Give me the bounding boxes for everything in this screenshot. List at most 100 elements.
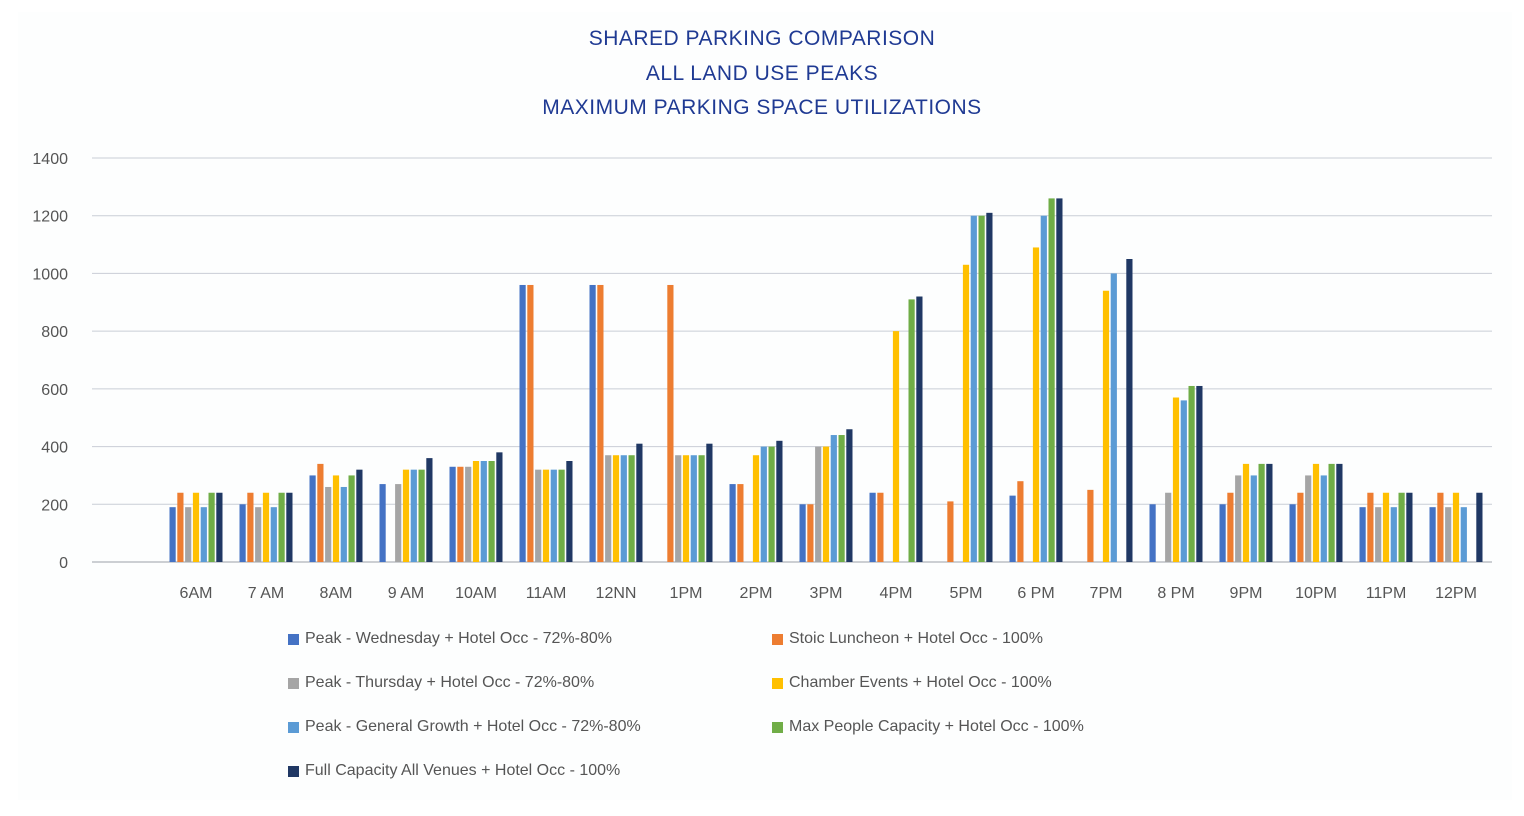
y-tick-label: 1200: [32, 209, 68, 226]
y-tick-label: 400: [41, 440, 68, 457]
bar-full-capacity-all-venues-4: [496, 452, 503, 562]
legend-item-peak-thursday: Peak - Thursday + Hotel Occ - 72%-80%: [288, 674, 594, 692]
x-tick-label: 11AM: [526, 585, 567, 602]
bar-stoic-luncheon-17: [1367, 492, 1374, 562]
legend-item-full-capacity-all-venues: Full Capacity All Venues + Hotel Occ - 1…: [288, 762, 620, 780]
bar-full-capacity-all-venues-13: [1126, 259, 1133, 562]
bar-peak-general-growth-0: [200, 507, 207, 562]
bar-full-capacity-all-venues-8: [776, 440, 783, 562]
bar-peak-general-growth-18: [1460, 507, 1467, 562]
y-tick-label: 1000: [32, 266, 68, 283]
bar-peak-general-growth-6: [620, 455, 627, 562]
bar-chamber-events-1: [262, 492, 270, 562]
chart-title-line-1: SHARED PARKING COMPARISON: [588, 27, 936, 50]
bar-chamber-events-4: [472, 461, 480, 562]
bar-max-people-capacity-3: [418, 469, 425, 562]
legend-item-chamber-events: Chamber Events + Hotel Occ - 100%: [772, 674, 1052, 692]
bar-stoic-luncheon-12: [1017, 481, 1024, 562]
bar-peak-general-growth-1: [270, 507, 277, 562]
legend-swatch: [288, 633, 299, 645]
bar-chamber-events-10: [892, 331, 900, 562]
x-tick-label: 3PM: [810, 585, 843, 602]
bar-chamber-events-6: [612, 455, 620, 562]
bar-full-capacity-all-venues-6: [636, 443, 643, 562]
legend-label: Stoic Luncheon + Hotel Occ - 100%: [789, 630, 1043, 647]
bar-stoic-luncheon-16: [1297, 492, 1304, 562]
bar-stoic-luncheon-0: [177, 492, 184, 562]
bar-max-people-capacity-16: [1328, 463, 1335, 562]
x-tick-label: 4PM: [880, 585, 913, 602]
bar-chamber-events-18: [1452, 492, 1460, 562]
bar-max-people-capacity-0: [208, 492, 215, 562]
x-tick-label: 10AM: [455, 585, 497, 602]
bar-chamber-events-2: [332, 475, 340, 562]
bar-stoic-luncheon-13: [1087, 489, 1094, 562]
bar-peak-wednesday-16: [1289, 504, 1296, 562]
bar-peak-thursday-18: [1445, 507, 1452, 562]
bar-max-people-capacity-17: [1398, 492, 1405, 562]
bar-peak-general-growth-8: [760, 446, 767, 562]
bar-full-capacity-all-venues-3: [426, 458, 433, 562]
bar-chamber-events-11: [962, 264, 970, 562]
bar-peak-wednesday-6: [589, 284, 596, 562]
bar-chamber-events-3: [402, 469, 410, 562]
legend-swatch: [288, 677, 299, 689]
bar-full-capacity-all-venues-14: [1196, 385, 1203, 562]
legend-label: Peak - General Growth + Hotel Occ - 72%-…: [305, 718, 641, 735]
bar-full-capacity-all-venues-2: [356, 469, 363, 562]
bar-chamber-events-16: [1312, 463, 1320, 562]
legend-item-peak-general-growth: Peak - General Growth + Hotel Occ - 72%-…: [288, 718, 641, 736]
x-tick-label: 12PM: [1435, 585, 1477, 602]
bar-peak-general-growth-9: [830, 435, 837, 562]
bar-full-capacity-all-venues-9: [846, 429, 853, 562]
bar-peak-wednesday-8: [729, 484, 736, 562]
x-tick-label: 9PM: [1230, 585, 1263, 602]
bar-peak-wednesday-10: [869, 492, 876, 562]
bar-chamber-events-9: [822, 446, 830, 562]
bar-full-capacity-all-venues-7: [706, 443, 713, 562]
legend-label: Peak - Thursday + Hotel Occ - 72%-80%: [305, 674, 595, 691]
bar-peak-general-growth-11: [970, 215, 977, 562]
bar-max-people-capacity-1: [278, 492, 285, 562]
bar-peak-general-growth-13: [1110, 273, 1117, 562]
bar-peak-general-growth-15: [1250, 475, 1257, 562]
chart-background: [18, 12, 1512, 800]
bar-peak-wednesday-12: [1009, 495, 1016, 562]
bar-peak-wednesday-0: [169, 507, 176, 562]
bar-peak-wednesday-9: [799, 504, 806, 562]
bar-peak-thursday-4: [465, 466, 472, 562]
bar-stoic-luncheon-5: [527, 284, 534, 562]
bar-peak-thursday-2: [325, 486, 332, 562]
bar-peak-general-growth-16: [1320, 475, 1327, 562]
x-tick-label: 7PM: [1090, 585, 1123, 602]
bar-peak-wednesday-4: [449, 466, 456, 562]
bar-full-capacity-all-venues-15: [1266, 463, 1273, 562]
bar-full-capacity-all-venues-11: [986, 212, 993, 563]
bar-chamber-events-15: [1242, 463, 1250, 562]
bar-peak-thursday-3: [395, 484, 402, 562]
chart-title-line-2: ALL LAND USE PEAKS: [645, 62, 879, 85]
legend-swatch: [772, 721, 783, 733]
bar-chamber-events-17: [1382, 492, 1390, 562]
bar-stoic-luncheon-7: [667, 284, 674, 562]
bar-peak-thursday-9: [815, 446, 822, 562]
bar-peak-general-growth-2: [340, 486, 347, 562]
bar-chamber-events-7: [682, 455, 690, 562]
bar-max-people-capacity-7: [698, 455, 705, 562]
bar-peak-thursday-17: [1375, 507, 1382, 562]
bar-peak-wednesday-17: [1359, 507, 1366, 562]
chart-title-line-3: MAXIMUM PARKING SPACE UTILIZATIONS: [542, 96, 982, 119]
bar-stoic-luncheon-6: [597, 284, 604, 562]
bar-peak-general-growth-4: [480, 461, 487, 562]
legend-swatch: [288, 765, 299, 777]
bar-stoic-luncheon-8: [737, 484, 744, 562]
bar-chamber-events-14: [1172, 397, 1180, 562]
bar-peak-wednesday-3: [379, 484, 386, 562]
bar-chamber-events-5: [542, 469, 550, 562]
bar-stoic-luncheon-10: [877, 492, 884, 562]
bar-peak-thursday-15: [1235, 475, 1242, 562]
bar-peak-wednesday-15: [1219, 504, 1226, 562]
bar-full-capacity-all-venues-18: [1476, 492, 1483, 562]
x-tick-label: 8 PM: [1157, 585, 1194, 602]
